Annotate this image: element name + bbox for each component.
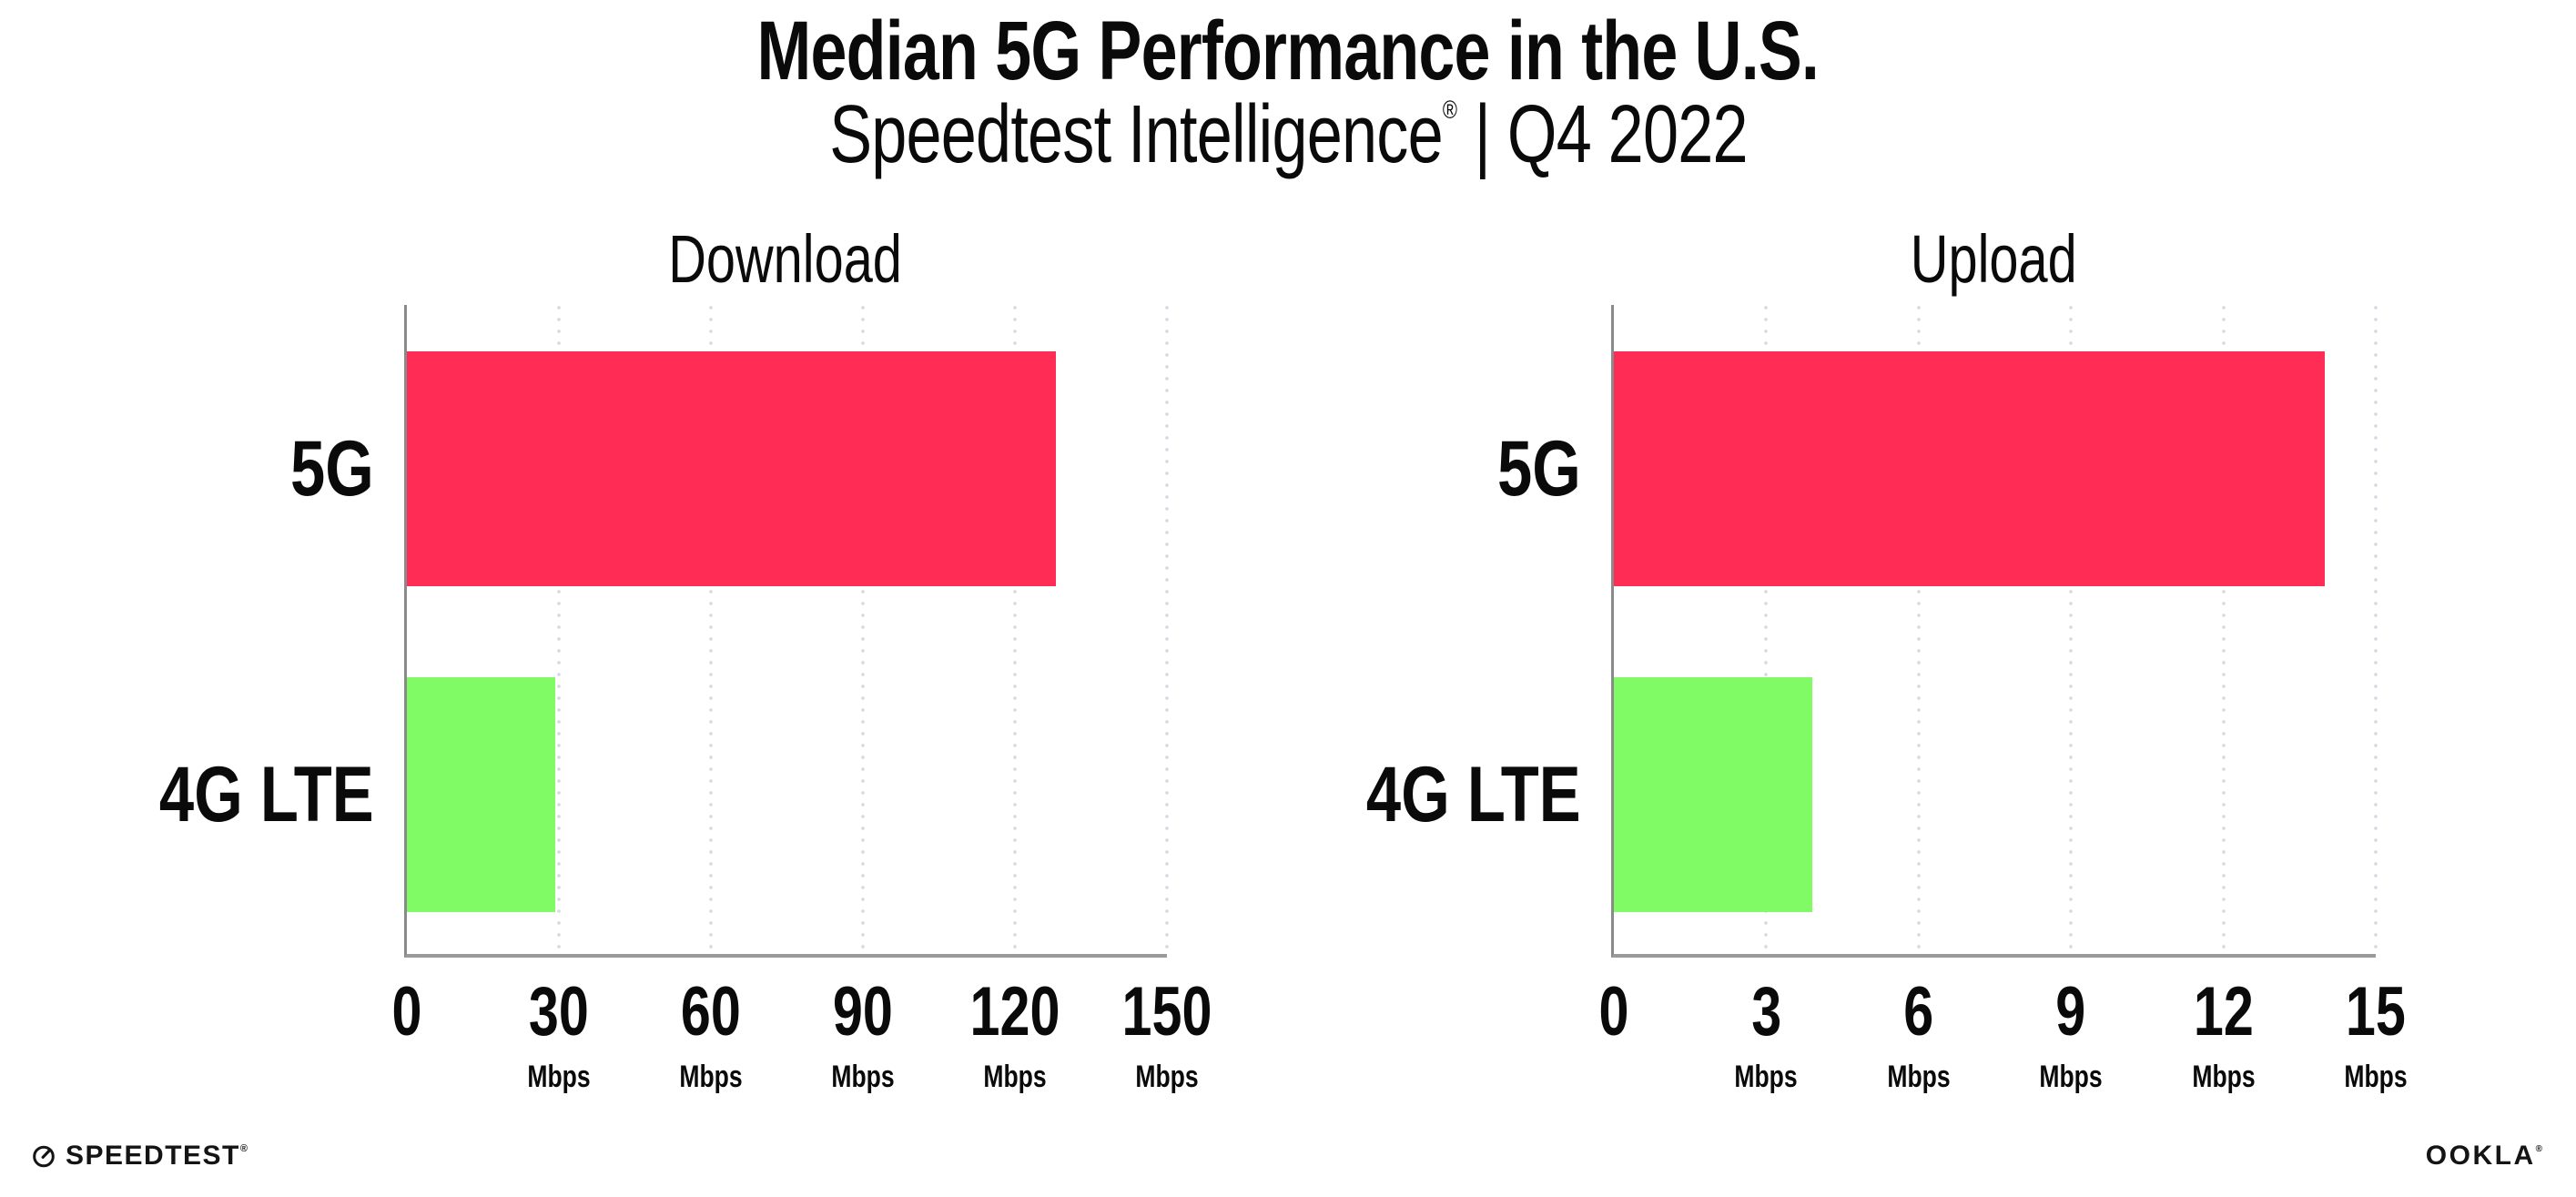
x-tick-6: 6 Mbps xyxy=(1878,978,1959,1094)
bar-5g-upload xyxy=(1614,351,2326,586)
gridline xyxy=(2374,305,2378,954)
unit-label: Mbps xyxy=(2344,1060,2408,1094)
x-tick-60: 60 Mbps xyxy=(671,978,752,1094)
category-label-5g: 5G xyxy=(290,425,374,512)
x-tick-150: 150 Mbps xyxy=(1110,978,1225,1094)
category-label-5g: 5G xyxy=(1497,425,1581,512)
x-tick-9: 9 Mbps xyxy=(2031,978,2112,1094)
x-tick-0: 0 xyxy=(1598,973,1629,1050)
gridline xyxy=(861,305,865,954)
download-chart-title: Download xyxy=(668,221,903,297)
category-label-4g-lte: 4G LTE xyxy=(1366,751,1581,838)
bar-4g-lte-upload xyxy=(1614,677,1812,912)
category-label-4g-lte: 4G LTE xyxy=(159,751,374,838)
subtitle-period: | Q4 2022 xyxy=(1456,89,1748,180)
x-tick-15: 15 Mbps xyxy=(2336,978,2417,1094)
x-tick-30: 30 Mbps xyxy=(519,978,600,1094)
unit-label: Mbps xyxy=(1734,1060,1799,1094)
bar-4g-lte-download xyxy=(407,677,556,912)
upload-chart: Upload 5G 4G LTE 0 3 Mbps 6 xyxy=(1366,0,2408,1197)
ookla-wordmark: OOKLA xyxy=(2425,1141,2536,1171)
gridline xyxy=(1764,305,1769,954)
unit-label: Mbps xyxy=(2191,1060,2256,1094)
x-tick-0: 0 xyxy=(391,973,422,1050)
download-chart: Download 5G 4G LTE 0 30 Mbps xyxy=(159,0,1212,1197)
unit-label: Mbps xyxy=(679,1060,743,1094)
gridline xyxy=(2221,305,2226,954)
speedtest-logo: SPEEDTEST® xyxy=(32,1141,248,1172)
subtitle-brand: Speedtest Intelligence xyxy=(828,89,1443,180)
unit-label: Mbps xyxy=(983,1060,1047,1094)
gridline xyxy=(1013,305,1017,954)
registered-mark: ® xyxy=(239,1143,248,1154)
x-tick-12: 12 Mbps xyxy=(2183,978,2264,1094)
upload-chart-title: Upload xyxy=(1910,221,2077,297)
gridline xyxy=(709,305,713,954)
unit-label: Mbps xyxy=(2039,1060,2103,1094)
gridline xyxy=(1916,305,1921,954)
bar-5g-download xyxy=(407,351,1056,586)
page-subtitle: Speedtest Intelligence® | Q4 2022 xyxy=(0,94,2576,176)
gridline xyxy=(2069,305,2074,954)
ookla-logo: OOKLA® xyxy=(2426,1141,2542,1172)
speedtest-gauge-icon xyxy=(32,1144,56,1168)
unit-label: Mbps xyxy=(1135,1060,1199,1094)
x-tick-3: 3 Mbps xyxy=(1726,978,1807,1094)
gridline xyxy=(1165,305,1169,954)
unit-label: Mbps xyxy=(527,1060,591,1094)
speedtest-wordmark: SPEEDTEST xyxy=(66,1141,240,1171)
upload-plot-area: 5G 4G LTE 0 3 Mbps 6 Mbps 9 Mbps 12 xyxy=(1366,305,2408,1092)
registered-mark: ® xyxy=(2535,1144,2542,1154)
page-title: Median 5G Performance in the U.S. xyxy=(756,5,1820,97)
unit-label: Mbps xyxy=(831,1060,895,1094)
registered-mark: ® xyxy=(1442,96,1457,124)
gridline xyxy=(557,305,561,954)
download-plot-area: 5G 4G LTE 0 30 Mbps 60 Mbps 90 Mbps 120 xyxy=(159,305,1212,1092)
x-tick-90: 90 Mbps xyxy=(823,978,904,1094)
unit-label: Mbps xyxy=(1887,1060,1951,1094)
x-tick-120: 120 Mbps xyxy=(958,978,1073,1094)
